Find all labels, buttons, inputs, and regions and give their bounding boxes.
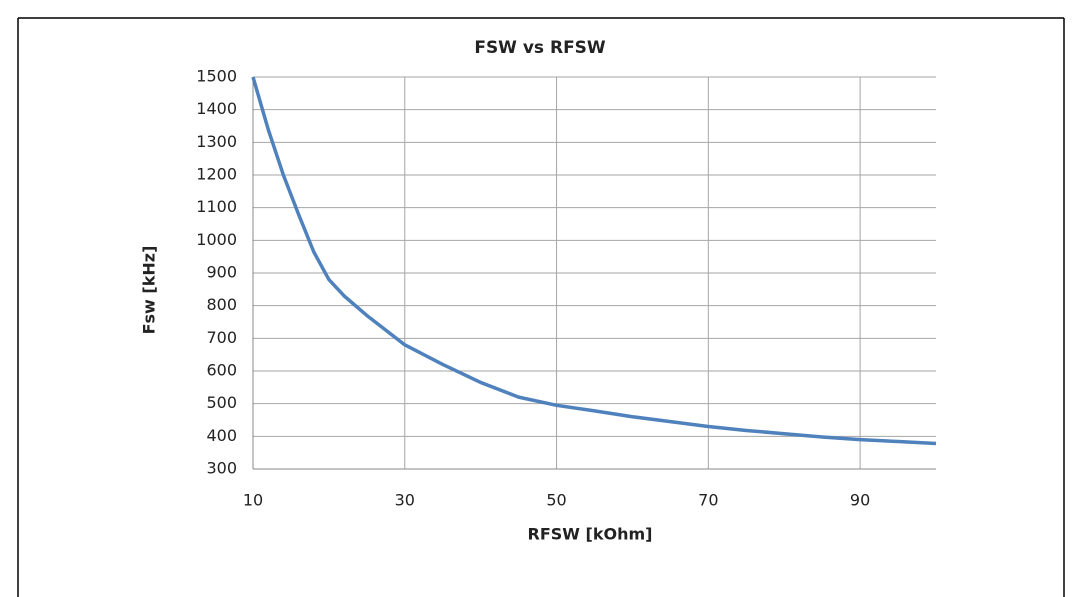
chart-title: FSW vs RFSW [474, 38, 606, 58]
x-tick-label: 50 [546, 491, 566, 510]
y-tick-label: 1100 [196, 197, 237, 216]
y-axis-label: Fsw [kHz] [140, 246, 159, 335]
y-tick-label: 500 [206, 393, 237, 412]
y-tick-label: 1500 [196, 67, 237, 86]
y-tick-label: 1200 [196, 165, 237, 184]
y-tick-label: 400 [206, 426, 237, 445]
y-tick-label: 1400 [196, 99, 237, 118]
x-axis-label: RFSW [kOhm] [528, 525, 653, 544]
x-tick-label: 30 [395, 491, 415, 510]
series-line [251, 76, 937, 446]
y-tick-label: 900 [206, 263, 237, 282]
y-tick-label: 700 [206, 328, 237, 347]
x-tick-label: 90 [850, 491, 870, 510]
y-tick-label: 1000 [196, 230, 237, 249]
y-tick-label: 600 [206, 361, 237, 380]
y-tick-label: 300 [206, 459, 237, 478]
x-tick-label: 70 [698, 491, 718, 510]
y-tick-label: 1300 [196, 132, 237, 151]
x-tick-label: 10 [243, 491, 263, 510]
y-tick-label: 800 [206, 295, 237, 314]
